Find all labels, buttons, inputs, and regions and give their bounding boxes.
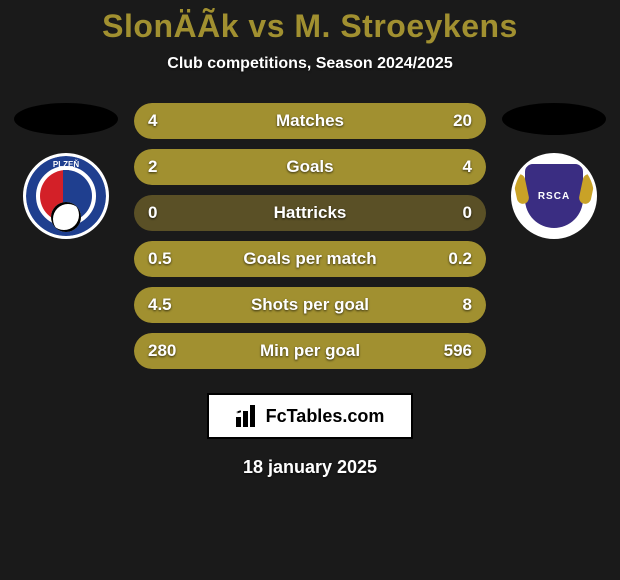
stat-row: 0 0 Hattricks (134, 195, 486, 231)
date-label: 18 january 2025 (0, 457, 620, 478)
stat-value-left: 2 (148, 157, 157, 177)
stat-row: 280 596 Min per goal (134, 333, 486, 369)
stat-row: 4.5 8 Shots per goal (134, 287, 486, 323)
stat-value-right: 0.2 (448, 249, 472, 269)
main-row: PLZEŇ 4 20 Matches 2 4 Goals 0 0 Hattricks 0.5 0.2… (0, 103, 620, 379)
stat-value-left: 280 (148, 341, 176, 361)
stat-label: Min per goal (260, 341, 360, 361)
stat-value-right: 4 (463, 157, 472, 177)
stat-value-right: 596 (444, 341, 472, 361)
right-player-photo-placeholder (502, 103, 606, 135)
stat-label: Goals (286, 157, 333, 177)
comparison-card: SlonÄÃ­k vs M. Stroeykens Club competiti… (0, 0, 620, 580)
stats-panel: 4 20 Matches 2 4 Goals 0 0 Hattricks 0.5 0.2 Goals … (134, 103, 486, 379)
crest-shield: RSCA (525, 164, 583, 228)
branding-text: FcTables.com (266, 406, 385, 427)
left-club-crest: PLZEŇ (23, 153, 109, 239)
right-player-col: RSCA (500, 103, 608, 239)
subtitle: Club competitions, Season 2024/2025 (0, 55, 620, 73)
stat-value-right: 0 (463, 203, 472, 223)
stat-value-left: 0.5 (148, 249, 172, 269)
stat-row: 4 20 Matches (134, 103, 486, 139)
page-title: SlonÄÃ­k vs M. Stroeykens (0, 8, 620, 45)
crest-letters: RSCA (538, 191, 570, 202)
stat-label: Matches (276, 111, 344, 131)
right-club-crest: RSCA (511, 153, 597, 239)
stat-value-left: 4.5 (148, 295, 172, 315)
stat-label: Hattricks (274, 203, 347, 223)
stat-value-left: 4 (148, 111, 157, 131)
stat-row: 2 4 Goals (134, 149, 486, 185)
stat-value-right: 20 (453, 111, 472, 131)
bar-chart-icon (236, 405, 260, 427)
stat-value-right: 8 (463, 295, 472, 315)
left-player-col: PLZEŇ (12, 103, 120, 239)
stat-value-left: 0 (148, 203, 157, 223)
crest-ball (51, 202, 81, 232)
branding-badge: FcTables.com (207, 393, 413, 439)
stat-fill-left (134, 103, 193, 139)
crest-text-top: PLZEŇ (53, 160, 79, 169)
stat-row: 0.5 0.2 Goals per match (134, 241, 486, 277)
left-player-photo-placeholder (14, 103, 118, 135)
stat-label: Goals per match (243, 249, 376, 269)
stat-label: Shots per goal (251, 295, 369, 315)
